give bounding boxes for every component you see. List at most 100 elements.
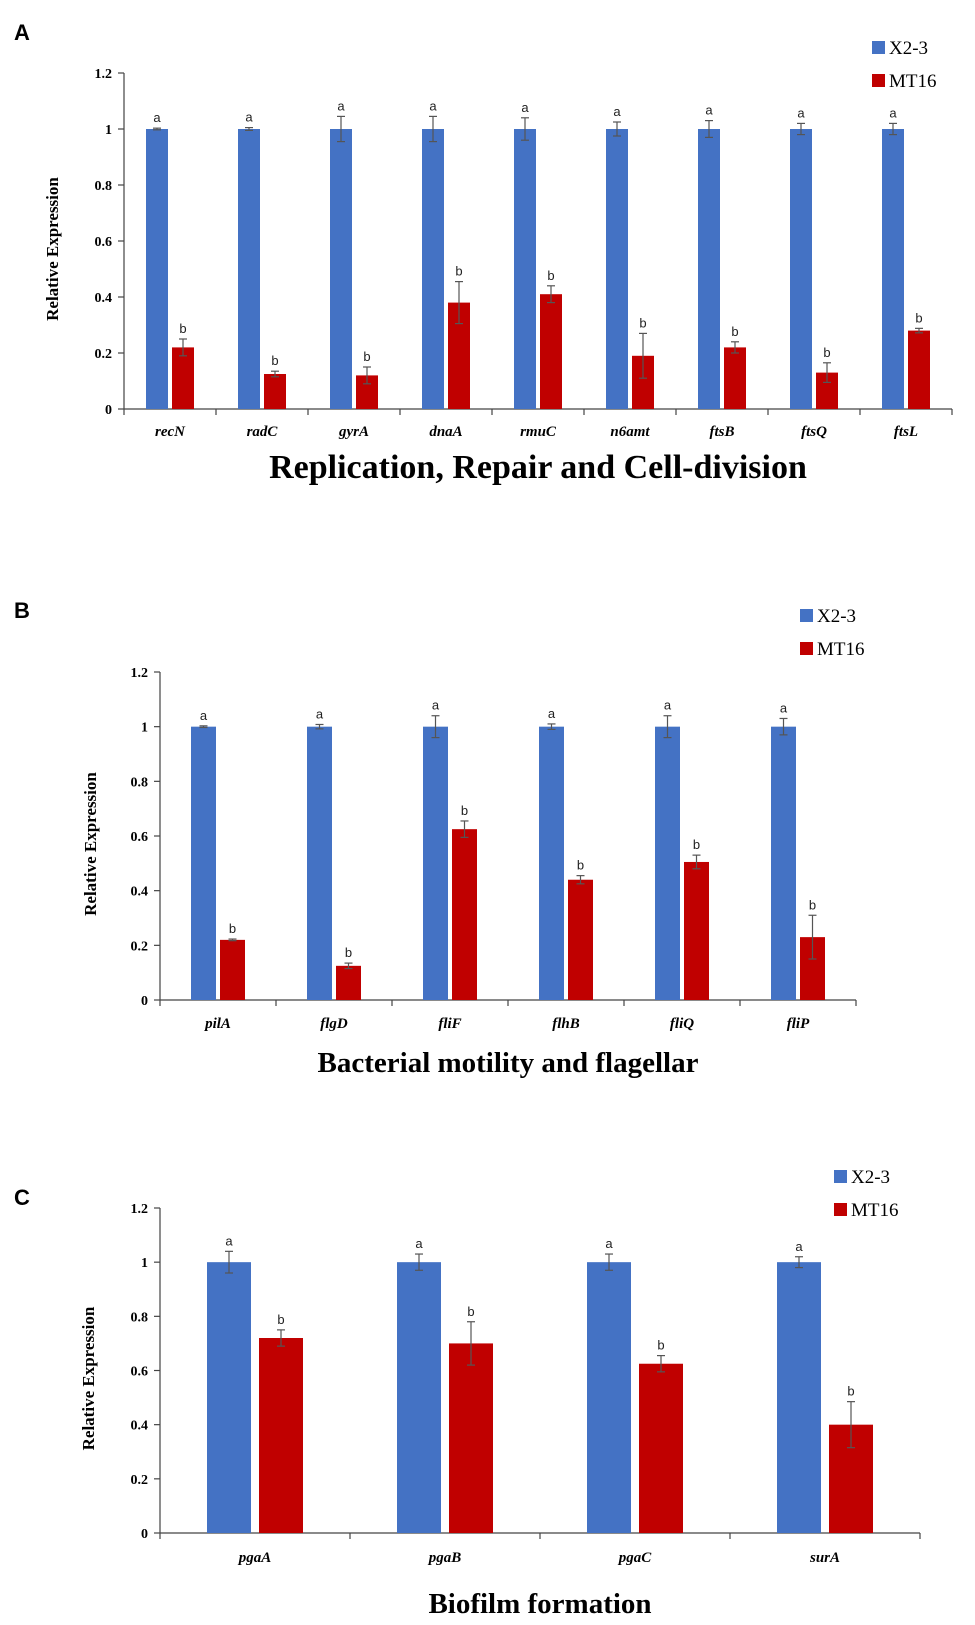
legend-label-x2-3: X2-3 <box>889 38 928 59</box>
significance-label: a <box>153 110 161 125</box>
significance-label: b <box>731 324 738 339</box>
bar-x2-3-dnaA <box>422 129 444 409</box>
significance-label: b <box>577 858 584 873</box>
category-label: rmuC <box>520 424 557 440</box>
significance-label: a <box>316 706 324 721</box>
bar-mt16-dnaA <box>448 302 470 409</box>
x-axis-title: Bacterial motility and flagellar <box>318 1047 699 1079</box>
significance-label: a <box>200 708 208 723</box>
y-tick-label: 0.2 <box>131 939 149 954</box>
significance-label: a <box>415 1236 423 1251</box>
bar-x2-3-fliP <box>771 726 796 1000</box>
significance-label: a <box>245 110 253 125</box>
bar-mt16-radC <box>264 374 286 409</box>
bar-mt16-pgaA <box>259 1338 303 1533</box>
y-tick-label: 0.4 <box>95 291 113 306</box>
chart-panel-a: A 0 0.2 0.4 0.6 0.8 1 1.2 Relative Expression a a a… <box>14 20 953 486</box>
y-tick-label: 1.2 <box>131 666 149 681</box>
y-tick-label: 1 <box>141 1256 148 1271</box>
panel-letter: C <box>14 1185 30 1210</box>
bar-x2-3-surA <box>777 1262 821 1533</box>
significance-label: a <box>780 700 788 715</box>
bar-mt16-ftsL <box>908 330 930 409</box>
chart-panel-b: B 0 0.2 0.4 0.6 0.8 1 1.2 Relative Expression a a a… <box>14 598 865 1079</box>
bar-x2-3-ftsB <box>698 129 720 409</box>
category-label: gyrA <box>338 424 369 440</box>
significance-label: b <box>693 837 700 852</box>
legend-label-mt16: MT16 <box>817 639 865 660</box>
bar-mt16-fliQ <box>684 861 709 1000</box>
y-tick-label: 0.6 <box>95 235 113 250</box>
significance-label: b <box>639 315 646 330</box>
category-label: pgaB <box>427 1550 462 1566</box>
bar-x2-3-gyrA <box>330 129 352 409</box>
significance-label: b <box>547 268 554 283</box>
bar-x2-3-ftsQ <box>790 129 812 409</box>
y-tick-label: 0 <box>105 403 112 418</box>
bar-mt16-rmuC <box>540 294 562 409</box>
bar-mt16-n6amt <box>632 355 654 409</box>
legend-label-mt16: MT16 <box>851 1200 899 1221</box>
significance-label: b <box>657 1338 664 1353</box>
y-tick-label: 1 <box>105 123 112 138</box>
significance-label: b <box>271 353 278 368</box>
y-tick-label: 0.2 <box>131 1473 149 1488</box>
bar-mt16-ftsQ <box>816 372 838 409</box>
significance-label: a <box>664 698 672 713</box>
bar-x2-3-pgaC <box>587 1262 631 1533</box>
chart-panel-c: C 0 0.2 0.4 0.6 0.8 1 1.2 Relative Expression a a a… <box>14 1167 921 1620</box>
y-tick-label: 0.4 <box>131 885 149 900</box>
category-label: ftsQ <box>801 424 827 440</box>
bar-mt16-pilA <box>220 939 245 1000</box>
y-tick-label: 0 <box>141 994 148 1009</box>
bar-mt16-flgD <box>336 965 361 1000</box>
category-label: pgaA <box>237 1550 272 1566</box>
category-label: ftsB <box>709 424 734 440</box>
category-label: ftsL <box>894 424 918 440</box>
significance-label: a <box>432 698 440 713</box>
category-label: n6amt <box>610 424 650 440</box>
bar-x2-3-n6amt <box>606 129 628 409</box>
significance-label: a <box>337 98 345 113</box>
category-label: dnaA <box>429 424 462 440</box>
significance-label: b <box>277 1312 284 1327</box>
y-axis-label: Relative Expression <box>81 772 100 916</box>
category-label: pgaC <box>617 1550 653 1566</box>
significance-label: a <box>797 105 805 120</box>
significance-label: a <box>613 104 621 119</box>
y-tick-label: 1 <box>141 721 148 736</box>
bar-x2-3-flgD <box>307 726 332 1000</box>
significance-label: b <box>847 1384 854 1399</box>
bar-x2-3-pgaB <box>397 1262 441 1533</box>
category-label: pilA <box>203 1016 231 1032</box>
y-tick-label: 0.8 <box>95 179 113 194</box>
y-tick-label: 0.6 <box>131 830 149 845</box>
significance-label: a <box>795 1239 803 1254</box>
significance-label: b <box>823 345 830 360</box>
significance-label: a <box>225 1233 233 1248</box>
significance-label: a <box>889 105 897 120</box>
y-tick-label: 0.2 <box>95 347 113 362</box>
bar-mt16-fliF <box>452 829 477 1000</box>
y-tick-label: 1.2 <box>131 1202 149 1217</box>
bar-x2-3-pgaA <box>207 1262 251 1533</box>
legend-swatch-x2-3 <box>800 609 813 622</box>
significance-label: b <box>809 897 816 912</box>
significance-label: b <box>179 321 186 336</box>
y-tick-label: 0 <box>141 1527 148 1542</box>
legend-label-mt16: MT16 <box>889 71 937 92</box>
bar-x2-3-flhB <box>539 726 564 1000</box>
significance-label: a <box>605 1236 613 1251</box>
category-label: fliP <box>787 1016 810 1032</box>
category-label: recN <box>155 424 186 440</box>
significance-label: a <box>705 103 713 118</box>
bar-mt16-recN <box>172 347 194 409</box>
category-label: fliQ <box>670 1016 694 1032</box>
bar-x2-3-fliQ <box>655 726 680 1000</box>
bar-x2-3-pilA <box>191 726 216 1000</box>
legend-swatch-mt16 <box>800 642 813 655</box>
legend-swatch-x2-3 <box>872 41 885 54</box>
x-axis-title: Biofilm formation <box>428 1588 651 1620</box>
y-axis-label: Relative Expression <box>79 1306 98 1450</box>
